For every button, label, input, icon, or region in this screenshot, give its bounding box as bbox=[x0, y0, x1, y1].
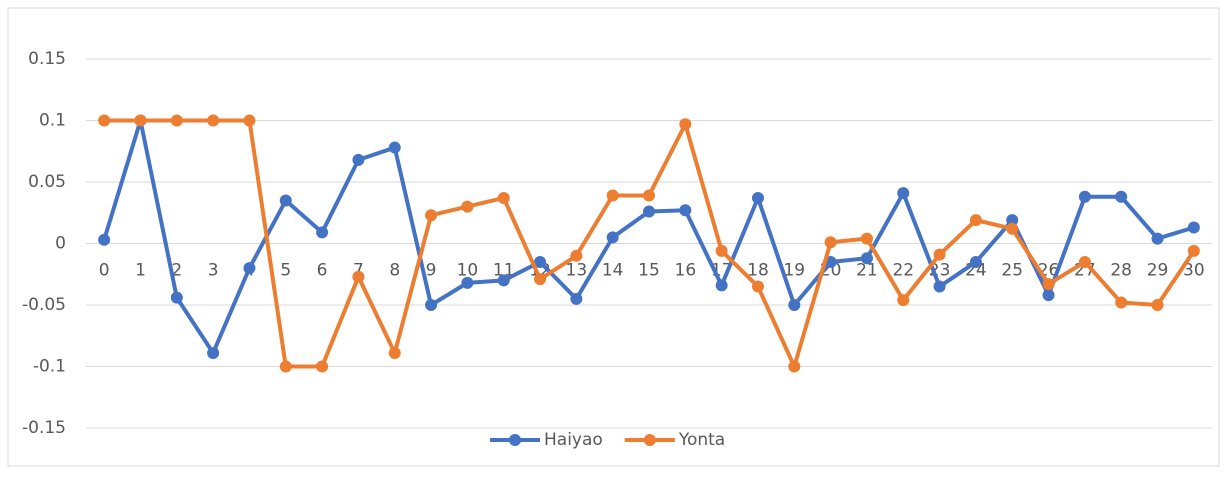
point bbox=[969, 214, 982, 227]
point bbox=[170, 114, 183, 127]
legend-label: Haiyao bbox=[544, 430, 603, 450]
x-tick-label: 15 bbox=[638, 261, 660, 281]
x-tick-label: 13 bbox=[566, 261, 588, 281]
x-tick-label: 6 bbox=[317, 261, 328, 281]
point bbox=[570, 292, 583, 305]
y-tick-label: 0 bbox=[55, 234, 66, 254]
legend-swatch-marker bbox=[509, 434, 521, 446]
point bbox=[824, 236, 837, 249]
x-tick-label: 25 bbox=[1001, 261, 1023, 281]
point bbox=[425, 299, 438, 311]
x-tick-label: 28 bbox=[1110, 261, 1132, 281]
x-tick-label: 29 bbox=[1147, 261, 1169, 281]
x-tick-label: 16 bbox=[675, 261, 697, 281]
point bbox=[1078, 190, 1091, 203]
point bbox=[497, 191, 510, 204]
y-tick-label: -0.1 bbox=[33, 357, 66, 377]
point bbox=[1115, 190, 1128, 203]
point bbox=[1042, 289, 1055, 302]
point bbox=[643, 205, 655, 218]
point bbox=[461, 276, 474, 289]
point bbox=[534, 273, 547, 286]
point bbox=[534, 255, 547, 268]
point bbox=[207, 114, 220, 127]
x-tick-label: 19 bbox=[783, 261, 805, 281]
point bbox=[1187, 221, 1200, 234]
point bbox=[207, 346, 220, 359]
point bbox=[606, 189, 619, 202]
point bbox=[679, 204, 692, 217]
x-tick-label: 3 bbox=[208, 261, 219, 281]
point bbox=[788, 299, 801, 311]
x-tick-label: 22 bbox=[892, 261, 914, 281]
point bbox=[316, 226, 329, 239]
point bbox=[897, 294, 910, 307]
point bbox=[860, 252, 873, 265]
x-tick-label: 7 bbox=[353, 261, 364, 281]
point bbox=[715, 244, 728, 257]
point bbox=[1151, 232, 1164, 245]
point bbox=[933, 280, 946, 293]
point bbox=[134, 114, 147, 127]
point bbox=[969, 255, 982, 268]
x-tick-label: 10 bbox=[457, 261, 479, 281]
point bbox=[715, 279, 728, 292]
x-tick-label: 21 bbox=[856, 261, 878, 281]
point bbox=[243, 114, 256, 127]
x-tick-label: 14 bbox=[602, 261, 624, 281]
point bbox=[751, 191, 764, 204]
point bbox=[1042, 278, 1055, 291]
point bbox=[1151, 299, 1164, 311]
y-tick-label: -0.15 bbox=[22, 418, 66, 438]
point bbox=[643, 189, 655, 202]
point bbox=[243, 262, 256, 275]
point bbox=[170, 291, 183, 304]
point bbox=[425, 209, 438, 222]
point bbox=[352, 153, 365, 166]
point bbox=[1115, 296, 1128, 309]
x-tick-label: 9 bbox=[426, 261, 437, 281]
point bbox=[461, 200, 474, 213]
point bbox=[860, 232, 873, 245]
point bbox=[98, 233, 111, 246]
point bbox=[497, 274, 510, 287]
point bbox=[751, 280, 764, 293]
point bbox=[388, 141, 401, 154]
x-tick-label: 2 bbox=[171, 261, 182, 281]
point bbox=[788, 360, 801, 373]
point bbox=[679, 118, 692, 131]
point bbox=[1006, 222, 1019, 235]
legend-swatch-marker bbox=[643, 434, 656, 446]
x-tick-label: 30 bbox=[1183, 261, 1205, 281]
x-tick-label: 5 bbox=[280, 261, 291, 281]
point bbox=[279, 194, 292, 207]
y-tick-label: 0.1 bbox=[39, 111, 66, 131]
point bbox=[352, 270, 365, 283]
point bbox=[606, 231, 619, 244]
legend-label: Yonta bbox=[678, 430, 725, 450]
point bbox=[316, 360, 329, 373]
y-tick-label: 0.15 bbox=[28, 49, 66, 69]
x-tick-label: 18 bbox=[747, 261, 769, 281]
point bbox=[279, 360, 292, 373]
point bbox=[1006, 214, 1019, 227]
point bbox=[570, 249, 583, 262]
point bbox=[98, 114, 111, 127]
point bbox=[897, 187, 910, 200]
point bbox=[1187, 244, 1200, 257]
point bbox=[933, 248, 946, 261]
x-tick-label: 0 bbox=[99, 261, 110, 281]
y-tick-label: -0.05 bbox=[22, 295, 66, 315]
y-tick-label: 0.05 bbox=[28, 172, 66, 192]
point bbox=[1078, 255, 1091, 268]
point bbox=[388, 346, 401, 359]
x-tick-label: 1 bbox=[135, 261, 146, 281]
x-tick-label: 8 bbox=[389, 261, 400, 281]
